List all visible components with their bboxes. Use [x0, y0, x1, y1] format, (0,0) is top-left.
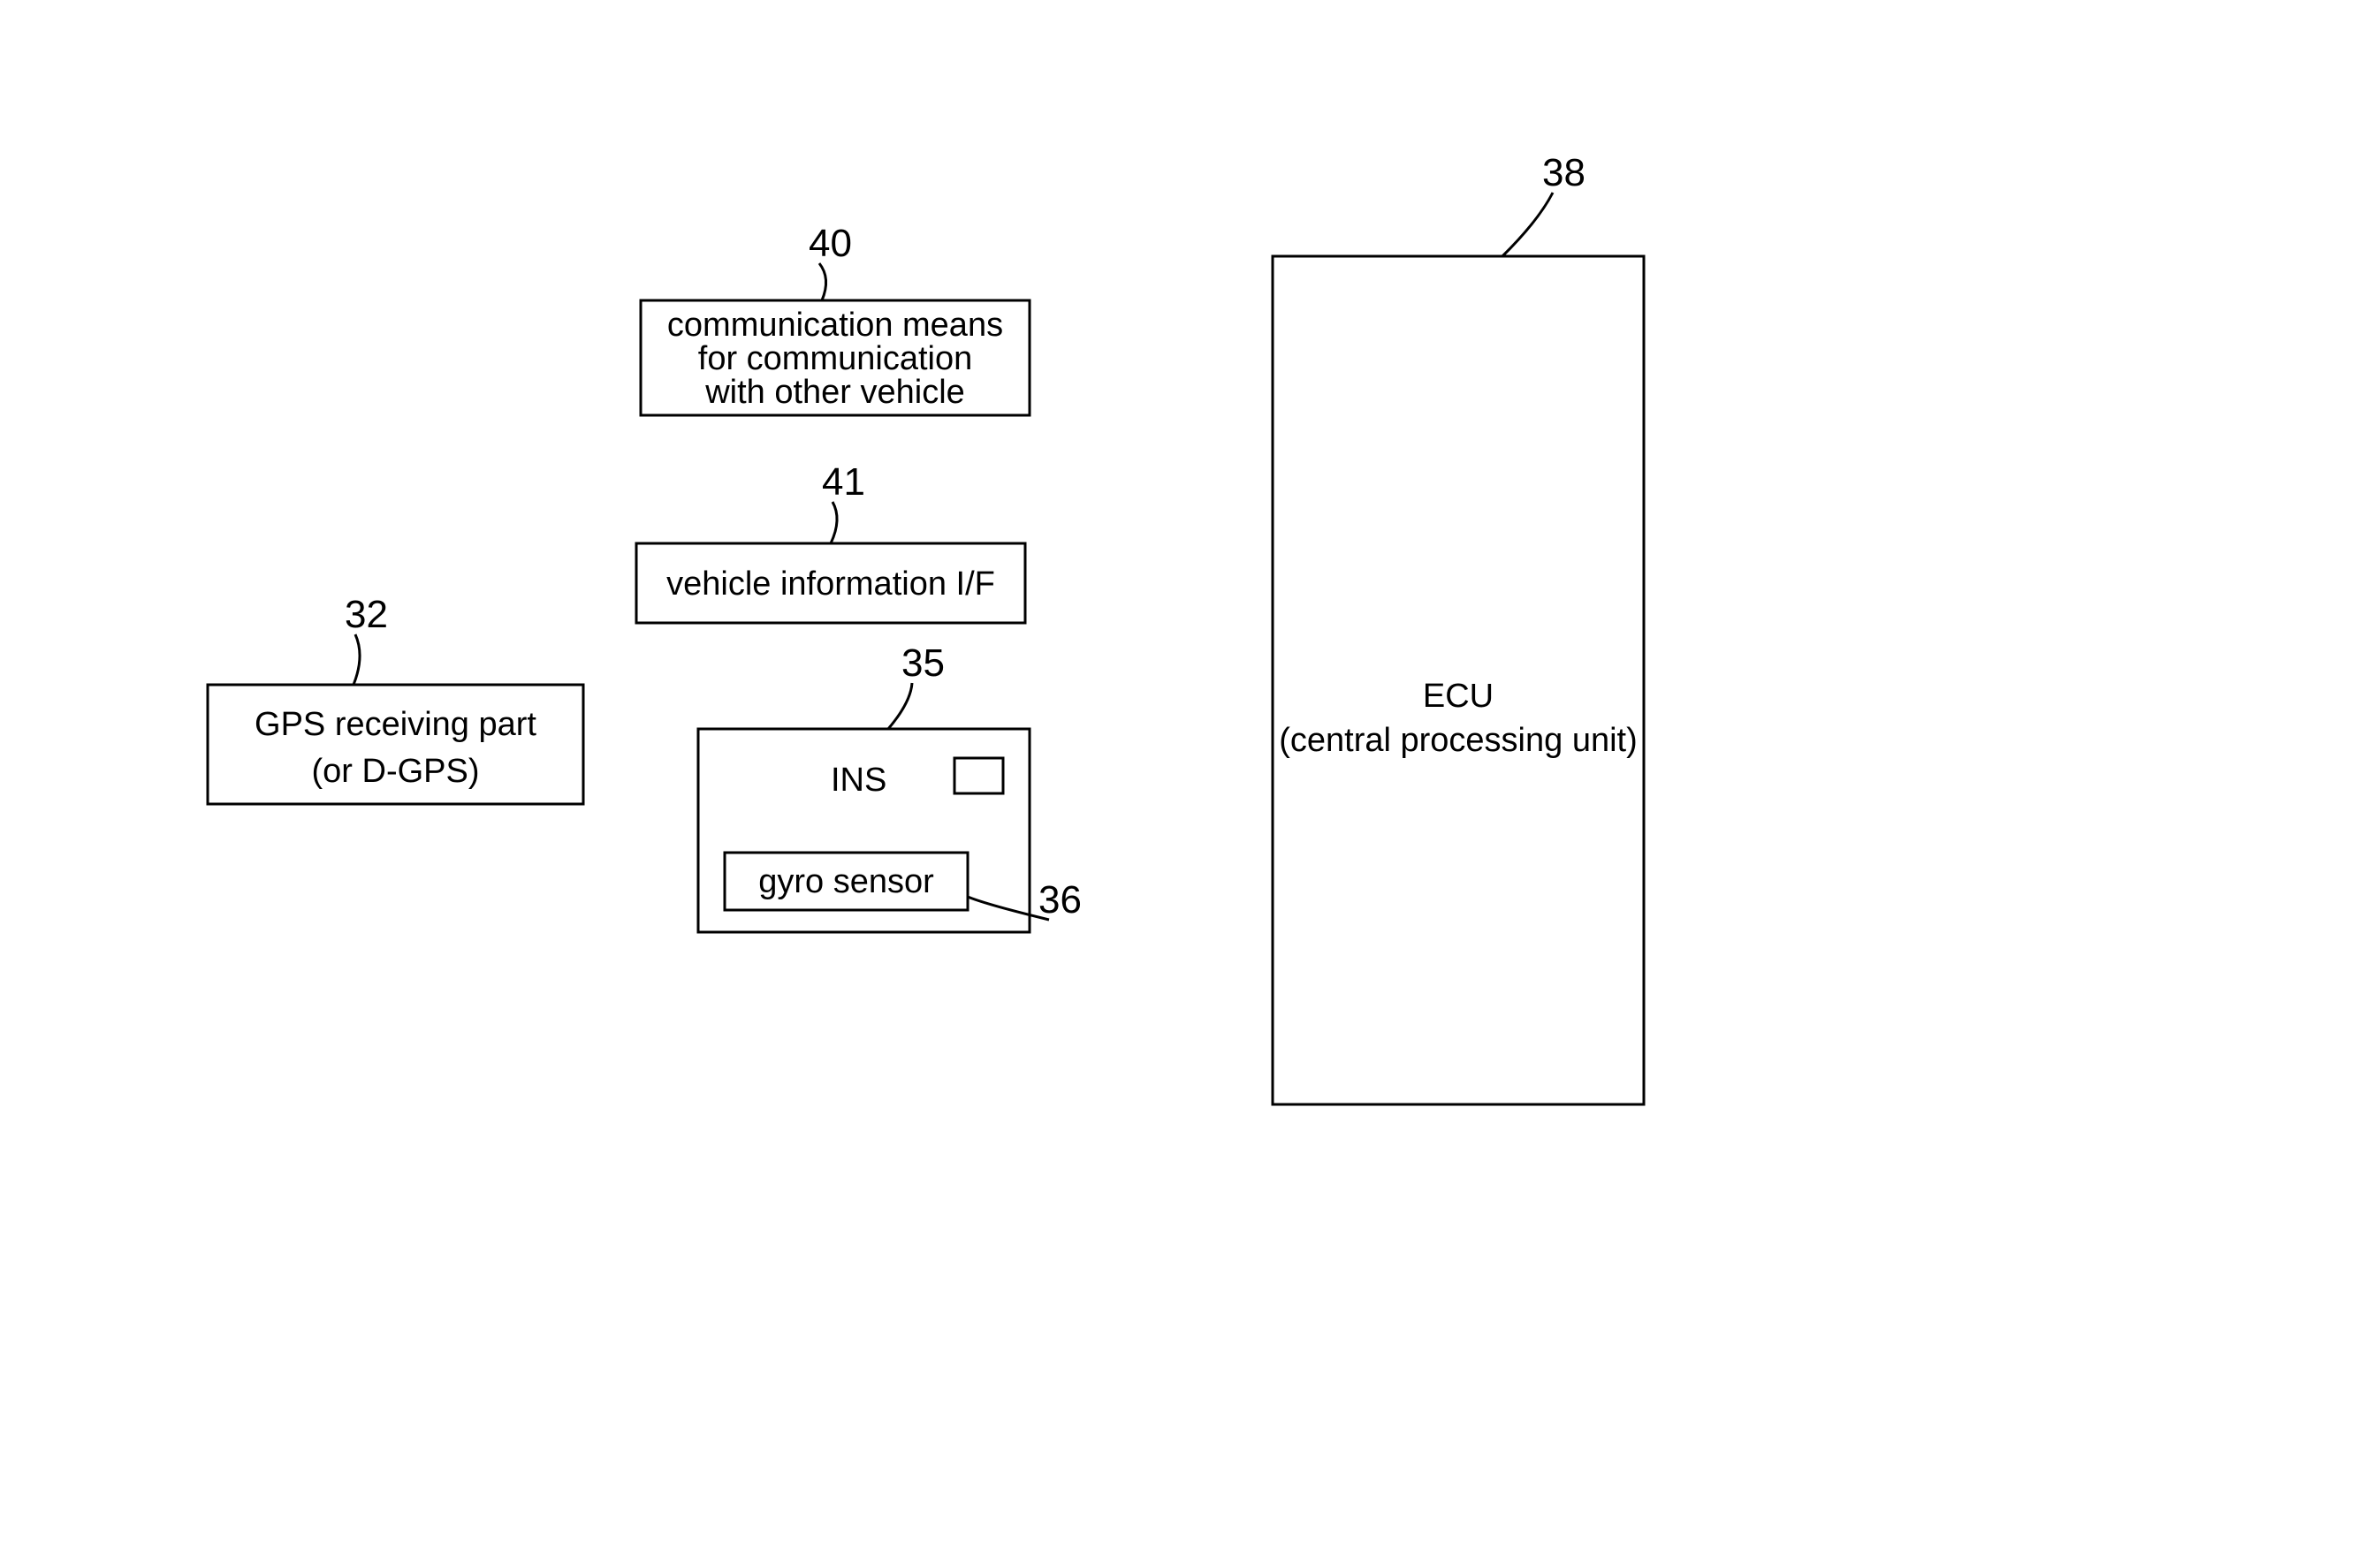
label-comm_other-1: for communication	[698, 340, 972, 377]
label-comm_other-0: communication means	[667, 307, 1003, 344]
ref-gps: 32	[345, 593, 388, 636]
node-vss	[954, 758, 1003, 793]
label-gps-0: GPS receiving part	[255, 706, 536, 743]
ref-ecu: 38	[1542, 151, 1585, 194]
title-ins: INS	[831, 762, 886, 799]
ref-comm_other: 40	[809, 222, 852, 265]
label-veh_if-0: vehicle information I/F	[666, 565, 995, 603]
label-ecu-1: (central processing unit)	[1279, 722, 1638, 759]
label-ecu-0: ECU	[1423, 678, 1494, 715]
block-diagram: ECU (central processing unit) 38 communicat…	[0, 0, 2380, 1555]
ref-gyro: 36	[1038, 878, 1082, 922]
ref-veh_if: 41	[822, 460, 865, 504]
label-gps-1: (or D-GPS)	[312, 753, 480, 790]
ref-ins: 35	[901, 641, 945, 685]
label-comm_other-2: with other vehicle	[704, 374, 965, 411]
label-gyro-0: gyro sensor	[758, 863, 934, 900]
